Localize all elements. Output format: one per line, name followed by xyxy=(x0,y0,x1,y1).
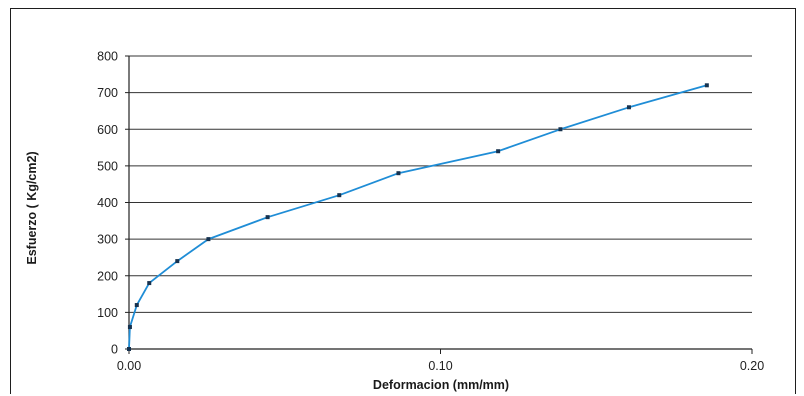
series-line xyxy=(128,84,708,350)
data-point xyxy=(337,193,342,198)
tick-labels: 0 100 200 300 400 500 600 700 800 0.00 0.10 0.20 xyxy=(97,50,764,374)
data-point xyxy=(127,325,132,330)
y-tick-label: 200 xyxy=(97,269,118,283)
y-tick-label: 100 xyxy=(97,306,118,320)
x-tick-label: 0.00 xyxy=(117,359,141,373)
y-tick-label: 0 xyxy=(111,343,118,357)
data-point xyxy=(175,259,180,264)
data-point xyxy=(396,171,401,176)
data-point xyxy=(558,127,563,132)
gridlines xyxy=(129,55,752,313)
y-tick-label: 500 xyxy=(97,159,118,173)
x-axis-title: Deformacion (mm/mm) xyxy=(373,378,509,392)
data-point xyxy=(265,215,270,220)
data-point xyxy=(134,303,139,308)
data-point xyxy=(496,149,501,154)
y-tick-label: 700 xyxy=(97,86,118,100)
axes xyxy=(125,55,753,354)
y-tick-label: 400 xyxy=(97,196,118,210)
data-point xyxy=(626,105,631,110)
x-tick-label: 0.10 xyxy=(428,359,452,373)
x-tick-label: 0.20 xyxy=(740,359,764,373)
y-axis-title: Esfuerzo ( Kg/cm2) xyxy=(25,151,39,264)
data-point xyxy=(704,83,709,88)
data-series xyxy=(127,83,709,351)
data-point xyxy=(206,237,211,242)
y-tick-label: 300 xyxy=(97,233,118,247)
y-tick-label: 800 xyxy=(97,50,118,64)
data-point xyxy=(147,281,152,286)
data-point xyxy=(127,347,131,351)
chart-frame xyxy=(10,8,796,394)
y-tick-label: 600 xyxy=(97,123,118,137)
